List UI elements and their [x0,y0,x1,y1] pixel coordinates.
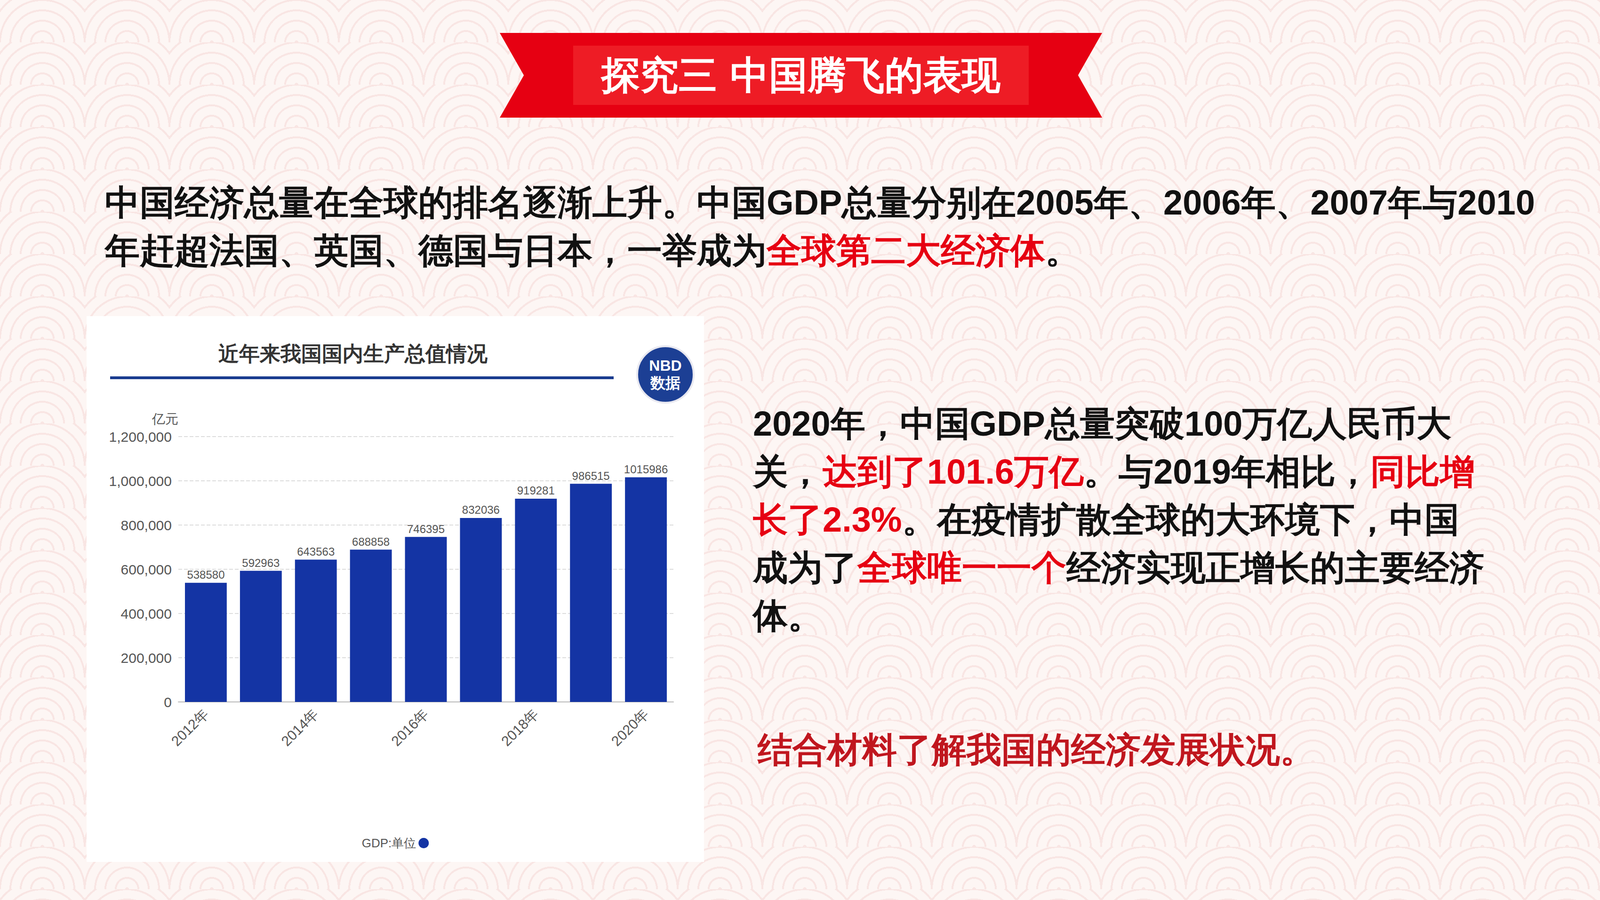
svg-text:2012年: 2012年 [168,705,212,750]
html-text:2020年，中国GDP总量突破100万亿人民币大关，达到了1: 2020年，中国GDP总量突破100万亿人民币大关，达到了101.6万亿。与20… [752,404,1485,636]
html-text:结合材料了解我国的经济发展状况。: 结合材料了解我国的经济发展状况。 [757,730,1315,770]
svg-text:1,000,000: 1,000,000 [109,473,172,489]
svg-text:832036: 832036 [462,503,500,517]
html-text:中国经济总量在全球的排名逐渐上升。中国GDP总量分别在200: 中国经济总量在全球的排名逐渐上升。中国GDP总量分别在2005年、2006年、2… [104,183,1535,271]
html-text:NBD: NBD [649,357,682,375]
svg-text:643563: 643563 [296,545,335,559]
svg-text:1,200,000: 1,200,000 [109,429,172,445]
svg-text:1015986: 1015986 [624,463,668,476]
svg-text:200,000: 200,000 [120,650,172,666]
svg-text:0: 0 [163,694,172,711]
svg-text:2018年: 2018年 [498,705,542,750]
svg-text:688858: 688858 [352,535,390,549]
svg-text:600,000: 600,000 [120,561,172,578]
html-text:数据: 数据 [650,374,681,392]
svg-text:592963: 592963 [241,556,280,570]
svg-text:近年来我国国内生产总值情况: 近年来我国国内生产总值情况 [218,342,488,366]
svg-text:亿元: 亿元 [151,411,179,427]
svg-text:538580: 538580 [186,568,225,582]
svg-text:GDP:单位: GDP:单位 [361,836,417,851]
svg-text:2014年: 2014年 [278,705,322,750]
svg-text:919281: 919281 [517,484,555,497]
svg-text:800,000: 800,000 [120,517,172,534]
svg-text:986515: 986515 [572,469,610,483]
svg-text:2020年: 2020年 [608,705,652,750]
html-text:探究三 中国腾飞的表现: 探究三 中国腾飞的表现 [601,52,1001,98]
svg-text:746395: 746395 [407,522,445,536]
svg-text:400,000: 400,000 [120,606,172,622]
svg-text:2016年: 2016年 [388,705,432,750]
